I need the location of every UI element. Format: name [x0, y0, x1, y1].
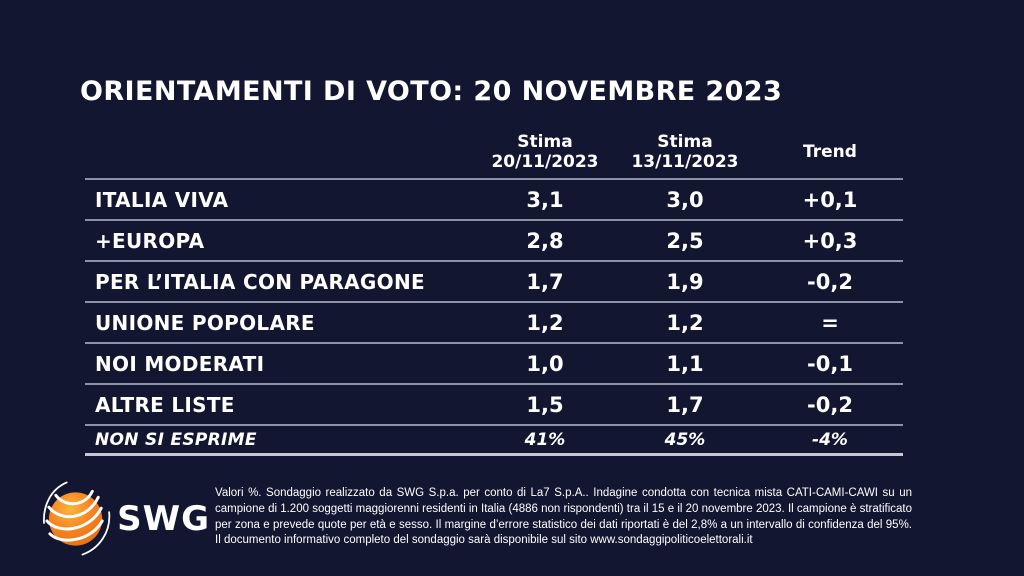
stima-current-value: 2,8: [526, 228, 564, 253]
stima-current-value: 1,2: [526, 310, 564, 335]
trend-value: =: [821, 310, 839, 335]
stima-previous-value: 1,1: [666, 351, 704, 376]
stima-current-value: 41%: [524, 429, 566, 450]
survey-disclaimer-text: Valori %. Sondaggio realizzato da SWG S.…: [215, 487, 912, 547]
page-title: ORIENTAMENTI DI VOTO: 20 NOVEMBRE 2023: [80, 76, 783, 107]
stima-previous-value: 2,5: [666, 228, 704, 253]
table-row-italia-viva: ITALIA VIVA 3,1 3,0 +0,1: [85, 180, 903, 221]
header-stima-current-label: Stima: [517, 131, 573, 152]
stima-previous-value: 1,7: [666, 392, 704, 417]
trend-value: -4%: [812, 429, 848, 450]
swg-logo: SWG: [42, 480, 210, 558]
trend-value: -0,1: [807, 351, 853, 376]
stima-previous-value: 1,9: [666, 269, 704, 294]
table-row-piu-europa: +EUROPA 2,8 2,5 +0,3: [85, 221, 903, 262]
party-name: ITALIA VIVA: [95, 187, 229, 212]
header-stima-current: Stima 20/11/2023: [477, 132, 613, 172]
table-row-altre-liste: ALTRE LISTE 1,5 1,7 -0,2: [85, 385, 903, 426]
table-row-noi-moderati: NOI MODERATI 1,0 1,1 -0,1: [85, 344, 903, 385]
party-name: NOI MODERATI: [95, 351, 265, 376]
party-name: PER L’ITALIA CON PARAGONE: [95, 269, 425, 294]
table-row-per-litalia-con-paragone: PER L’ITALIA CON PARAGONE 1,7 1,9 -0,2: [85, 262, 903, 303]
table-row-unione-popolare: UNIONE POPOLARE 1,2 1,2 =: [85, 303, 903, 344]
trend-value: +0,3: [802, 228, 858, 253]
party-name: +EUROPA: [95, 228, 205, 253]
header-trend: Trend: [803, 141, 857, 162]
stima-current-value: 1,5: [526, 392, 564, 417]
stima-previous-value: 45%: [664, 429, 706, 450]
swg-logo-text: SWG: [117, 499, 210, 539]
poll-table: Stima 20/11/2023 Stima 13/11/2023 Trend …: [85, 126, 903, 456]
trend-value: -0,2: [807, 392, 853, 417]
stima-current-value: 3,1: [526, 187, 564, 212]
party-name: NON SI ESPRIME: [95, 429, 257, 450]
swg-globe-icon: [43, 481, 111, 556]
trend-value: -0,2: [807, 269, 853, 294]
header-stima-previous-date: 13/11/2023: [631, 152, 739, 172]
header-stima-previous: Stima 13/11/2023: [613, 132, 757, 172]
party-name: ALTRE LISTE: [95, 392, 235, 417]
party-name: UNIONE POPOLARE: [95, 310, 315, 335]
stima-current-value: 1,0: [526, 351, 564, 376]
stima-current-value: 1,7: [526, 269, 564, 294]
stima-previous-value: 3,0: [666, 187, 704, 212]
trend-value: +0,1: [802, 187, 858, 212]
table-row-non-si-esprime: NON SI ESPRIME 41% 45% -4%: [85, 426, 903, 456]
stima-previous-value: 1,2: [666, 310, 704, 335]
header-stima-current-date: 20/11/2023: [491, 152, 599, 172]
header-stima-previous-label: Stima: [657, 131, 713, 152]
table-header-row: Stima 20/11/2023 Stima 13/11/2023 Trend: [85, 126, 903, 180]
